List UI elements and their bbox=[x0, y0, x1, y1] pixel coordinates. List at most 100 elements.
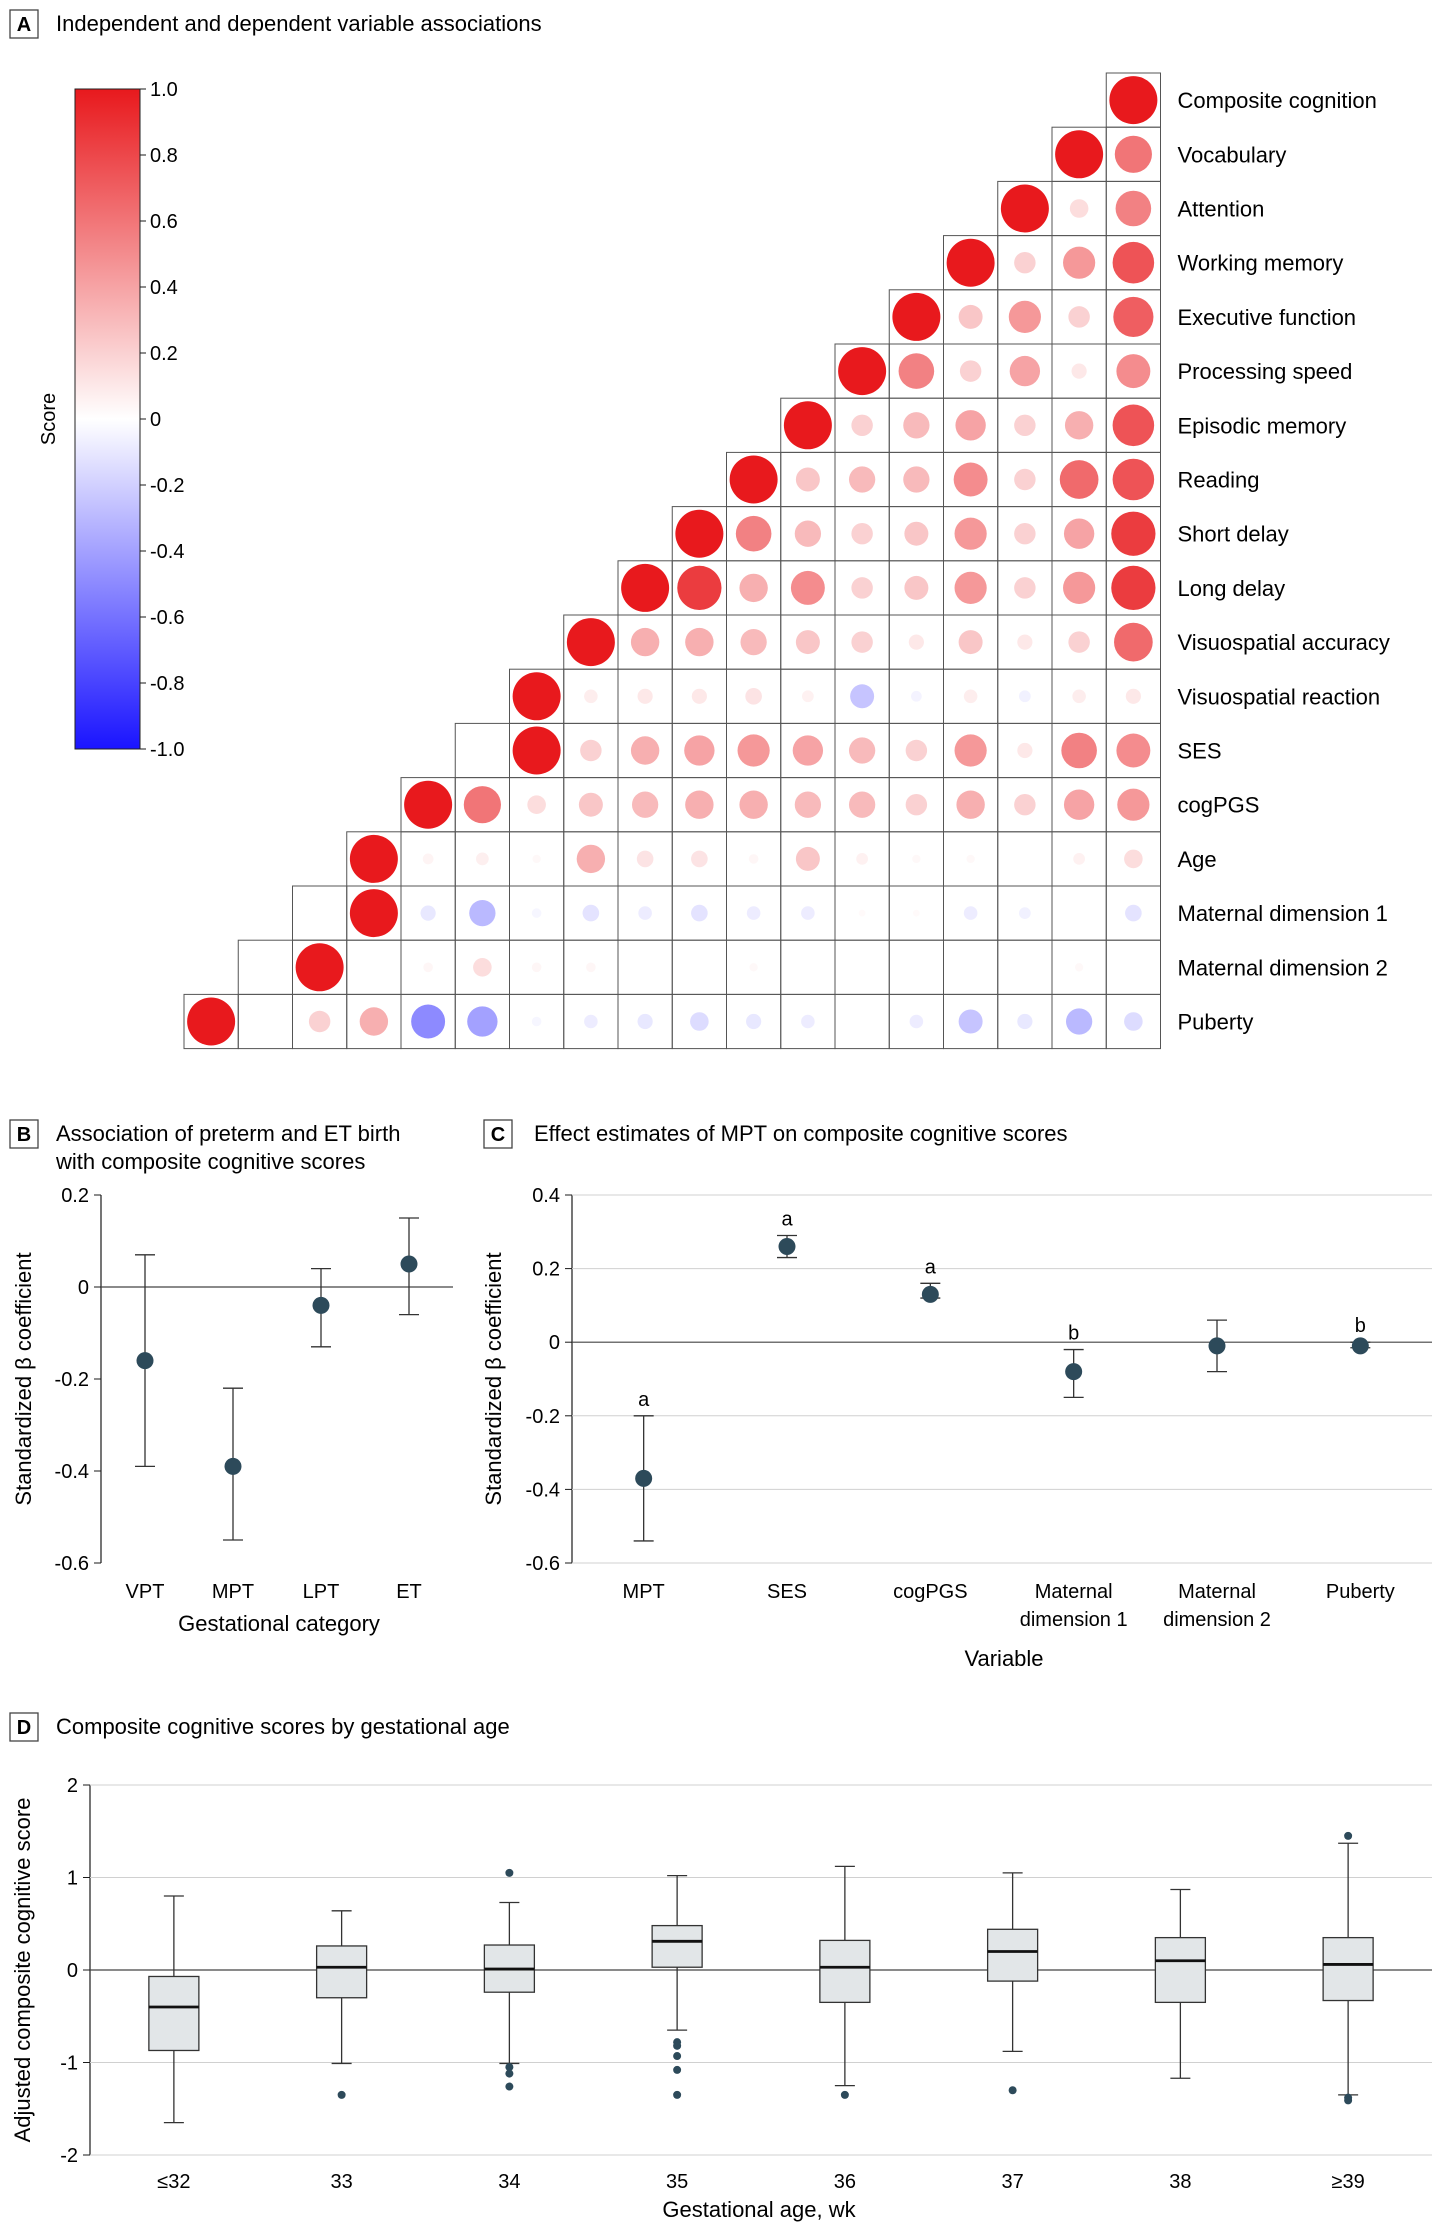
heatmap-point bbox=[638, 906, 652, 920]
heatmap-point bbox=[1018, 907, 1031, 919]
chart-d-x-tick-label: 37 bbox=[1002, 2171, 1024, 2193]
heatmap-point bbox=[685, 790, 714, 819]
heatmap-point bbox=[1008, 300, 1041, 333]
heatmap-point bbox=[801, 1014, 815, 1029]
heatmap-row-label: cogPGS bbox=[1178, 793, 1260, 818]
heatmap-point bbox=[1111, 565, 1156, 611]
colorbar-tick-label: 0.6 bbox=[150, 211, 178, 233]
heatmap-point bbox=[908, 634, 924, 650]
heatmap-point bbox=[792, 735, 824, 766]
heatmap-point bbox=[1125, 904, 1142, 922]
chart-d-y-tick-label: -1 bbox=[60, 2053, 78, 2075]
chart-c-x-tick-label: Maternal bbox=[1178, 1581, 1256, 1603]
chart-c-point bbox=[778, 1238, 796, 1256]
heatmap-point bbox=[1055, 130, 1104, 179]
heatmap-point bbox=[954, 571, 987, 604]
heatmap-point bbox=[903, 412, 930, 439]
heatmap-point bbox=[1125, 688, 1141, 704]
heatmap-point bbox=[1064, 411, 1094, 440]
heatmap-row-label: Vocabulary bbox=[1178, 142, 1287, 167]
heatmap-cell bbox=[617, 939, 673, 995]
panel-d-letter-box bbox=[9, 1712, 39, 1742]
chart-c-x-tick-label: SES bbox=[767, 1581, 807, 1603]
heatmap-point bbox=[739, 573, 768, 603]
chart-c-point bbox=[635, 1469, 653, 1487]
heatmap-point bbox=[794, 520, 822, 547]
heatmap-point bbox=[954, 734, 987, 767]
heatmap-point bbox=[801, 906, 815, 920]
heatmap-point bbox=[956, 790, 985, 819]
heatmap-cell bbox=[834, 939, 890, 995]
panel-c: C Effect estimates of MPT on composite c… bbox=[481, 1119, 1432, 1671]
colorbar-tick-label: 0.2 bbox=[150, 343, 178, 365]
heatmap-point bbox=[1073, 853, 1086, 865]
chart-b-y-tick-label: -0.4 bbox=[55, 1461, 89, 1483]
chart-d-box bbox=[986, 1928, 1039, 1982]
heatmap-point bbox=[420, 905, 436, 921]
chart-b-x-tick-label: VPT bbox=[126, 1581, 165, 1603]
chart-d-outlier bbox=[673, 2090, 682, 2099]
heatmap-point bbox=[729, 455, 778, 504]
heatmap-row-label: Working memory bbox=[1178, 251, 1344, 276]
chart-c-annotation: a bbox=[925, 1256, 937, 1278]
heatmap-point bbox=[512, 726, 561, 775]
chart-d-x-tick-label: ≥39 bbox=[1332, 2171, 1365, 2193]
chart-d-outlier bbox=[505, 2082, 514, 2091]
heatmap-cell bbox=[183, 993, 239, 1050]
heatmap-point bbox=[677, 565, 722, 611]
heatmap-point bbox=[476, 852, 489, 866]
heatmap-cell bbox=[943, 939, 999, 995]
heatmap-point bbox=[1068, 631, 1090, 653]
colorbar-ticks: 1.0 0.8 0.6 0.4 0.2 0 -0.2 -0.4 -0.6 -0.8 -1.0 bbox=[140, 79, 184, 761]
panel-a-letter-box bbox=[9, 9, 39, 39]
heatmap-point bbox=[848, 791, 876, 818]
heatmap-cell bbox=[997, 831, 1053, 887]
heatmap-point bbox=[737, 734, 770, 767]
heatmap-point bbox=[748, 854, 759, 864]
heatmap-point bbox=[955, 410, 986, 441]
heatmap-point bbox=[473, 958, 492, 977]
chart-c-annotation: b bbox=[1068, 1323, 1079, 1345]
heatmap-row-label: Episodic memory bbox=[1178, 413, 1347, 438]
heatmap-point bbox=[691, 688, 707, 704]
chart-c-y-tick-label: -0.2 bbox=[526, 1406, 560, 1428]
chart-c-x-tick-label: dimension 2 bbox=[1163, 1609, 1271, 1631]
heatmap-cell bbox=[454, 722, 510, 779]
heatmap-point bbox=[636, 850, 654, 868]
heatmap-point bbox=[790, 570, 825, 605]
chart-c-point bbox=[1351, 1337, 1369, 1355]
heatmap-row-label: Composite cognition bbox=[1178, 88, 1377, 113]
heatmap-point bbox=[904, 575, 929, 600]
chart-c-y-tick-label: -0.4 bbox=[526, 1479, 560, 1501]
heatmap-point bbox=[630, 736, 660, 765]
heatmap-point bbox=[463, 786, 501, 824]
heatmap-point bbox=[690, 1012, 709, 1031]
chart-c-x-label: Variable bbox=[964, 1646, 1043, 1671]
heatmap-row-label: Visuospatial reaction bbox=[1178, 684, 1381, 709]
heatmap-point bbox=[783, 401, 832, 450]
chart-d-x-tick-label: 35 bbox=[666, 2171, 688, 2193]
heatmap-point bbox=[685, 627, 714, 657]
heatmap-point bbox=[1014, 577, 1036, 599]
heatmap-point bbox=[1018, 690, 1031, 703]
heatmap-point bbox=[1074, 963, 1084, 972]
heatmap-point bbox=[637, 1013, 653, 1030]
heatmap-point bbox=[851, 414, 873, 437]
heatmap-point bbox=[582, 904, 600, 922]
heatmap-point bbox=[1111, 511, 1156, 556]
heatmap-row-label: Executive function bbox=[1178, 305, 1357, 330]
heatmap-point bbox=[904, 521, 929, 546]
heatmap-point bbox=[856, 853, 869, 865]
heatmap-point bbox=[909, 1014, 924, 1029]
chart-d-outlier bbox=[1008, 2086, 1017, 2095]
heatmap-cell bbox=[1105, 939, 1161, 995]
correlation-matrix: Composite cognition Vocabulary Attention Wo… bbox=[183, 72, 1390, 1050]
chart-c-annotation: a bbox=[781, 1208, 793, 1230]
chart-d-box bbox=[1322, 1936, 1374, 2002]
chart-d-outlier bbox=[505, 2069, 514, 2078]
heatmap-point bbox=[1065, 1008, 1093, 1035]
heatmap-point bbox=[958, 630, 983, 655]
heatmap-cell bbox=[237, 993, 293, 1050]
heatmap-row-label: Processing speed bbox=[1178, 359, 1353, 384]
